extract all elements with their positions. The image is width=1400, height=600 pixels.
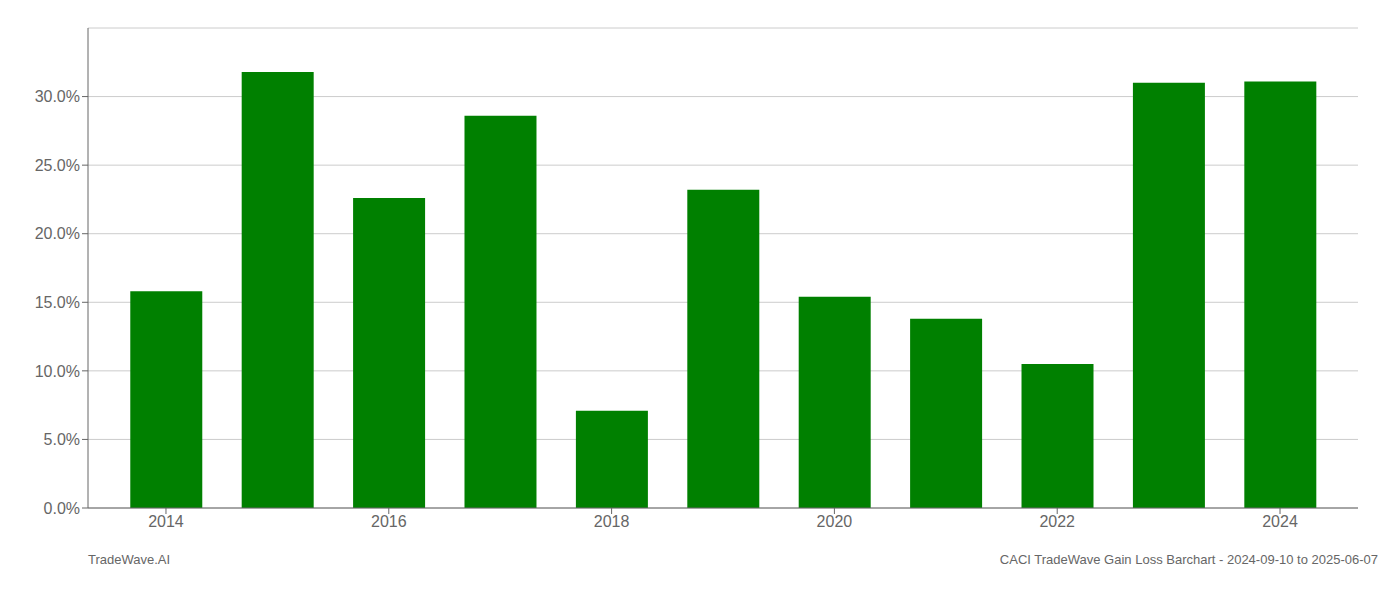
html-text:CACI TradeWave Gain Loss Barch: CACI TradeWave Gain Loss Barchart - 2024…	[999, 552, 1378, 567]
svg-text:0.0%: 0.0%	[44, 500, 80, 517]
svg-text:10.0%: 10.0%	[35, 363, 80, 380]
svg-text:30.0%: 30.0%	[35, 88, 80, 105]
html-text:TradeWave.AI: TradeWave.AI	[88, 552, 171, 567]
svg-text:2024: 2024	[1262, 513, 1298, 530]
svg-text:15.0%: 15.0%	[35, 294, 80, 311]
svg-text:2014: 2014	[148, 513, 184, 530]
svg-text:2022: 2022	[1039, 513, 1075, 530]
svg-text:2018: 2018	[594, 513, 630, 530]
svg-text:20.0%: 20.0%	[35, 225, 80, 242]
svg-text:25.0%: 25.0%	[35, 157, 80, 174]
svg-text:2016: 2016	[371, 513, 407, 530]
svg-text:5.0%: 5.0%	[44, 431, 80, 448]
svg-text:2020: 2020	[817, 513, 853, 530]
